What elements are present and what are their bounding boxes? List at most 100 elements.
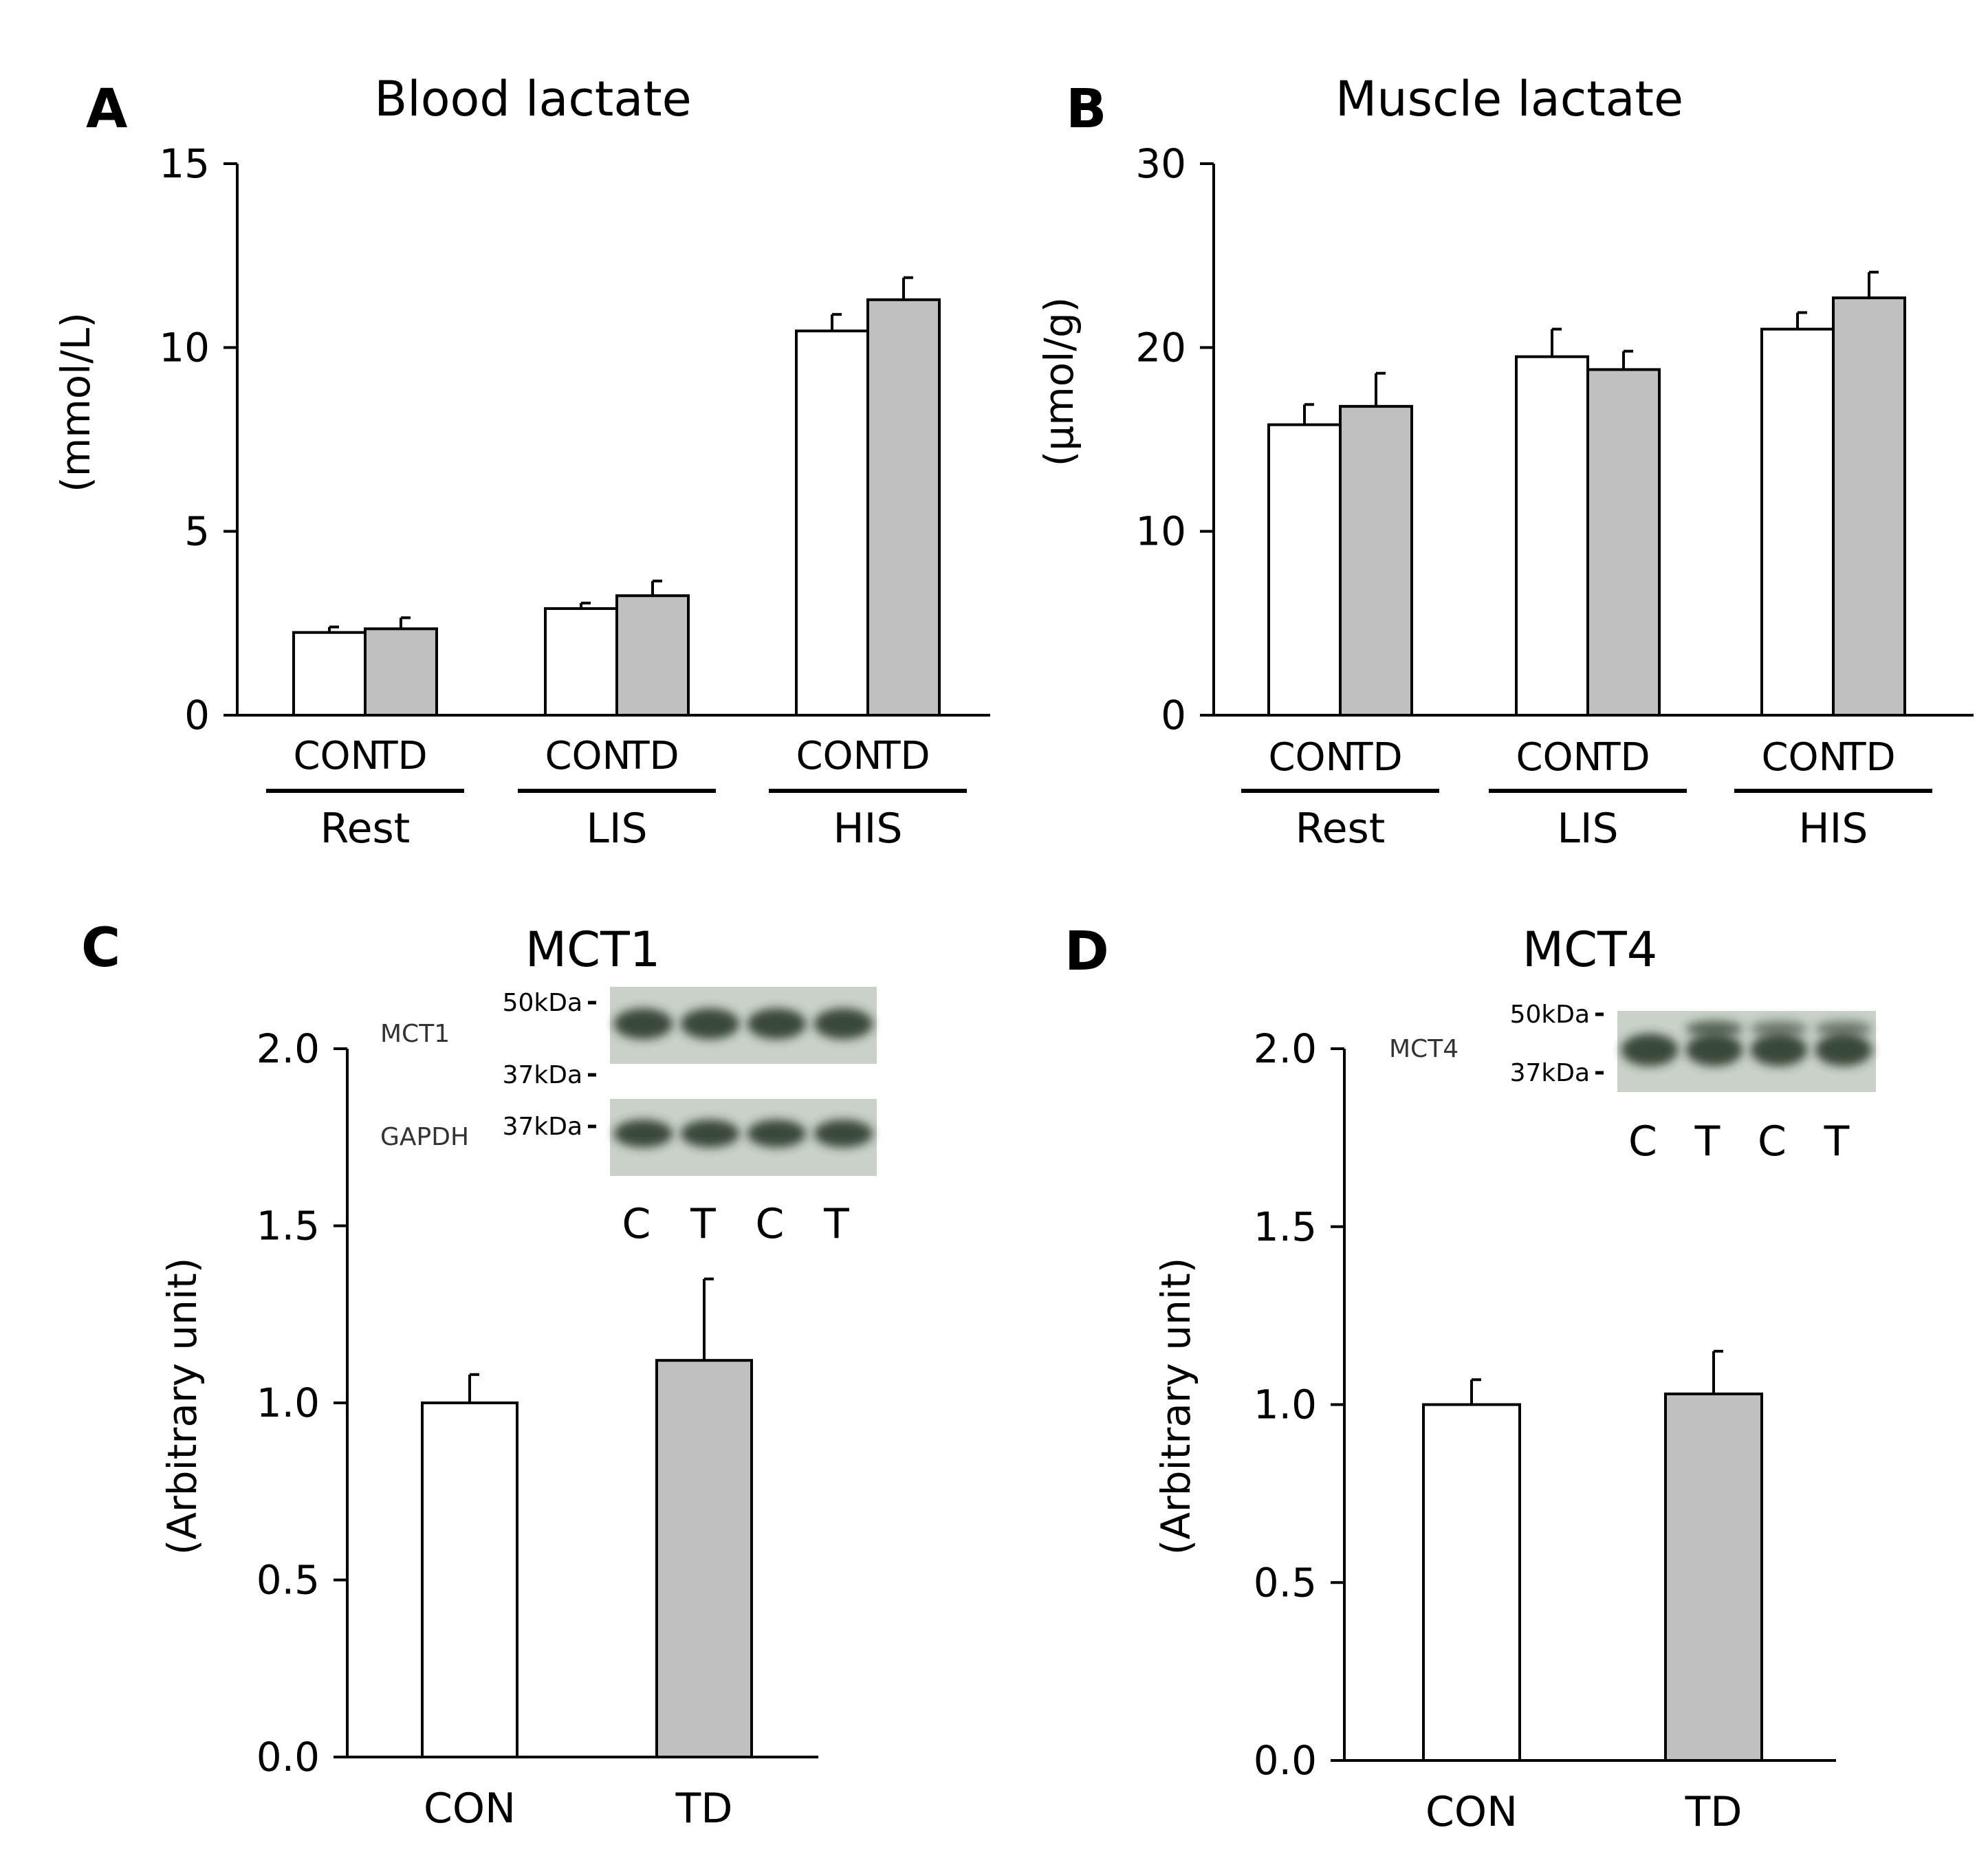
x-group-label: HIS [1799,805,1868,853]
y-tick-label: 10 [1135,508,1186,555]
blot-band [1685,1021,1743,1037]
x-group-label: LIS [1557,805,1618,853]
blot-band [1621,1034,1679,1067]
bar-his-td [866,298,941,717]
x-group-label: HIS [833,805,903,853]
y-tick-label: 2.0 [1254,1025,1317,1072]
bar-lis-con [544,607,618,717]
bar-his-td [1832,296,1906,717]
blot-lane-label: T [1694,1117,1721,1166]
blot-band [747,1008,807,1040]
blot-band [1815,1021,1872,1037]
blot-marker: 37kDa [503,1061,582,1089]
bar-rest-td [364,627,438,717]
blot-band [1685,1034,1743,1067]
panel-letter: A [86,78,127,140]
bar-td [1664,1392,1763,1762]
y-tick-label: 5 [184,508,210,555]
blot-band [680,1008,740,1040]
panel-letter: D [1064,921,1109,983]
x-category-label: CON [1426,1788,1518,1836]
x-series-label: TD [1842,735,1895,780]
bar-lis-td [1586,368,1661,717]
y-tick-label: 10 [159,324,210,371]
blot-band [1750,1034,1808,1067]
blot-band [1750,1021,1808,1037]
blot-marker: 50kDa [503,989,582,1017]
chart-title: Blood lactate [374,71,692,127]
blot-band [813,1008,873,1040]
bar-his-con [795,329,869,717]
y-tick-label: 0.0 [256,1734,320,1780]
chart-title: MCT1 [525,921,661,978]
y-tick-label: 1.0 [1254,1382,1317,1428]
blot-loading-label: GAPDH [380,1123,469,1151]
y-axis-label: (μmol/g) [1036,297,1082,467]
x-group-label: Rest [1296,805,1386,853]
panel-a-blood-lactate: A Blood lactate(mmol/L)051015CONTDRestCON… [52,71,990,853]
y-axis-label: (mmol/L) [52,312,99,492]
y-tick-label: 1.5 [1254,1203,1317,1250]
blot-lane-label: T [823,1200,849,1248]
blot-lane-label: T [690,1200,716,1248]
y-tick-label: 0 [184,692,210,739]
panel-c-mct1: C MCT1 (Arbitrary unit) 0.0 0.5 1.0 1.5 2.0 CON T… [81,917,877,1833]
x-series-label: TD [1596,735,1650,780]
x-series-label: CON [1268,735,1354,780]
bar-lis-td [615,594,690,717]
bar-con [421,1401,518,1758]
blot-lane-label: C [1758,1117,1787,1166]
y-axis-label: (Arbitrary unit) [159,1258,206,1556]
blot-band [613,1120,673,1148]
blot-lane-label: C [1628,1117,1657,1166]
y-tick-label: 0.5 [1254,1559,1317,1606]
y-tick-label: 0 [1161,692,1186,739]
y-tick-label: 1.0 [256,1379,320,1426]
blot-marker: 37kDa [503,1113,582,1141]
blot-band [813,1120,873,1148]
bar-rest-td [1339,404,1413,717]
bar-rest-con [1267,423,1342,717]
x-series-label: CON [796,734,882,778]
y-tick-label: 30 [1135,140,1186,187]
x-series-label: CON [1761,735,1847,780]
x-series-label: TD [1348,735,1402,780]
panel-d-mct4: D MCT4 (Arbitrary unit) 0.0 0.5 1.0 1.5 2.0 CON T… [1064,921,1876,1836]
blot-lane-label: T [1824,1117,1850,1166]
blot-lane-label: C [756,1200,785,1248]
blot-band [613,1008,673,1040]
blot-target-label: MCT1 [380,1020,450,1048]
x-group-label: Rest [320,805,411,853]
y-tick-label: 20 [1135,324,1186,371]
y-axis-label: (Arbitrary unit) [1153,1258,1199,1556]
x-series-label: TD [876,734,930,778]
chart-title: MCT4 [1522,921,1658,978]
chart-title: Muscle lactate [1335,71,1683,127]
bar-rest-con [292,631,367,717]
blot-marker: 50kDa [1510,1001,1590,1029]
panel-b-muscle-lactate: B Muscle lactate(μmol/g)0102030CONTDRestC… [1036,71,1974,853]
x-series-label: CON [1516,735,1602,780]
y-tick-label: 1.5 [256,1203,320,1250]
bar-lis-con [1515,355,1589,717]
y-tick-label: 0.0 [1254,1737,1317,1784]
blot-lane-label: C [622,1200,651,1248]
blot-marker: 37kDa [1510,1059,1590,1087]
x-category-label: TD [675,1785,733,1833]
bar-his-con [1760,327,1835,717]
x-category-label: TD [1685,1788,1743,1836]
panel-letter: C [81,917,120,979]
y-tick-label: 2.0 [256,1025,320,1072]
panel-letter: B [1066,78,1106,140]
blot-band [680,1120,740,1148]
x-group-label: LIS [586,805,647,853]
x-series-label: CON [545,734,631,778]
x-series-label: TD [373,734,427,778]
blot-band [747,1120,807,1148]
bar-con [1422,1403,1521,1762]
y-tick-label: 0.5 [256,1557,320,1604]
bar-td [655,1359,753,1758]
x-series-label: TD [625,734,679,778]
blot-band [1815,1034,1872,1067]
